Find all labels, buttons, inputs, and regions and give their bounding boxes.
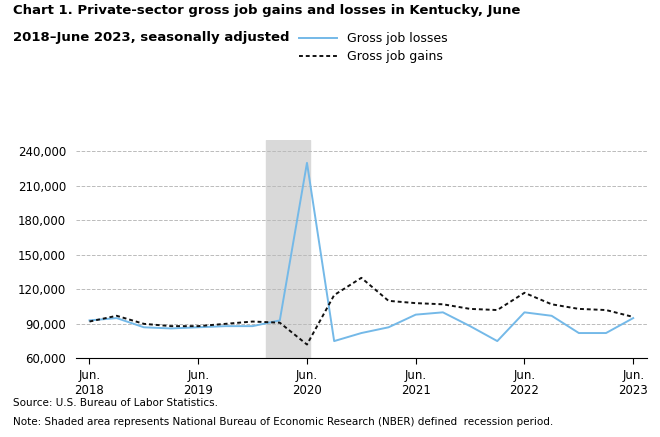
Bar (266, 140, 310, 358)
Text: Note: Shaded area represents National Bureau of Economic Research (NBER) defined: Note: Shaded area represents National Bu… (13, 417, 554, 427)
Text: 2018–June 2023, seasonally adjusted: 2018–June 2023, seasonally adjusted (13, 31, 290, 44)
Legend: Gross job losses, Gross job gains: Gross job losses, Gross job gains (299, 32, 447, 63)
Text: Source: U.S. Bureau of Labor Statistics.: Source: U.S. Bureau of Labor Statistics. (13, 398, 218, 408)
Text: Chart 1. Private-sector gross job gains and losses in Kentucky, June: Chart 1. Private-sector gross job gains … (13, 4, 521, 17)
